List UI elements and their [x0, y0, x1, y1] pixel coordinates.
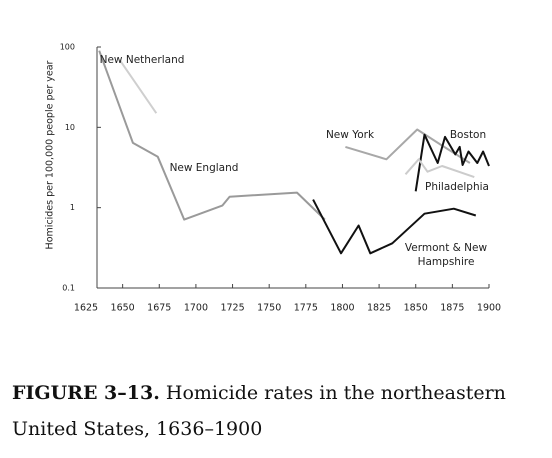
x-tick-label: 1725 [220, 303, 244, 314]
caption-text: Homicide rates in the northeastern Unite… [12, 382, 506, 440]
x-tick-label: 1800 [330, 303, 354, 314]
series-line [312, 199, 477, 255]
series-label: New York [325, 129, 375, 141]
y-tick-label: 0.1 [62, 284, 75, 293]
series-line [98, 50, 326, 221]
x-tick-label: 1650 [111, 303, 135, 314]
series-label: New England [169, 162, 239, 174]
x-tick-label: 1775 [294, 303, 318, 314]
caption: FIGURE 3–13. Homicide rates in the north… [12, 375, 547, 447]
series-line [345, 128, 471, 164]
x-tick-label: 1875 [440, 303, 464, 314]
series-label: New Netherland [99, 54, 185, 66]
caption-label: FIGURE 3–13. [12, 382, 160, 404]
x-tick-label: 1900 [477, 303, 501, 314]
x-tick-label: 1625 [74, 303, 98, 314]
x-tick-label: 1825 [367, 303, 391, 314]
x-tick-label: 1750 [257, 303, 281, 314]
y-tick-label: 100 [60, 43, 75, 52]
y-tick-label: 1 [70, 203, 75, 212]
x-tick-label: 1700 [184, 303, 208, 314]
x-tick-label: 1850 [404, 303, 428, 314]
series-label: Philadelphia [425, 181, 489, 193]
chart: Homicides per 100,000 people per year 0.… [45, 43, 502, 314]
series-line [404, 158, 475, 179]
series-line [118, 59, 158, 114]
series-label: Vermont & New Hampshire [404, 242, 488, 268]
series-line [414, 133, 490, 192]
y-axis-label: Homicides per 100,000 people per year [45, 60, 56, 249]
x-tick-label: 1675 [147, 303, 171, 314]
series-label: Boston [449, 129, 487, 141]
y-tick-label: 10 [65, 123, 75, 132]
